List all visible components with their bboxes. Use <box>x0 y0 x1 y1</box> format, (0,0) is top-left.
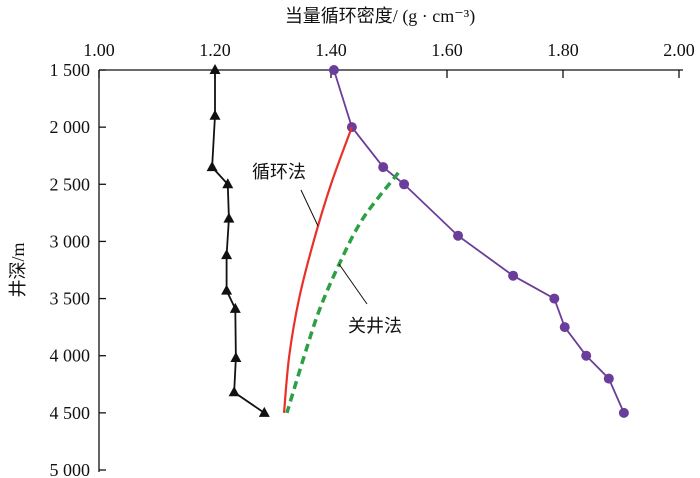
data-point <box>209 64 221 74</box>
x-tick-label: 1.20 <box>199 40 231 60</box>
series-line-2 <box>282 126 353 413</box>
data-point <box>258 406 270 417</box>
data-point <box>228 386 240 397</box>
data-point <box>221 249 233 260</box>
data-point <box>618 407 629 418</box>
y-tick-label: 1 500 <box>50 60 91 80</box>
label-shutin-method: 关井法 <box>348 316 402 336</box>
y-axis-title: 井深/m <box>8 242 28 297</box>
data-point <box>549 293 560 304</box>
x-axis-title: 当量循环密度/ (g · cm⁻³) <box>285 6 475 27</box>
data-point <box>581 350 592 361</box>
data-point <box>378 162 389 173</box>
y-tick-label: 3 500 <box>50 289 91 309</box>
data-point <box>559 322 570 333</box>
data-point <box>508 270 519 281</box>
series-line-3 <box>285 171 400 414</box>
series-line-1 <box>333 69 625 414</box>
leader-line-shutin <box>338 263 368 305</box>
y-tick-label: 3 000 <box>50 231 91 251</box>
data-point <box>223 212 235 223</box>
x-tick-label: 1.80 <box>547 40 579 60</box>
label-circulation-method: 循环法 <box>252 162 306 182</box>
x-tick-label: 1.00 <box>83 40 115 60</box>
data-point <box>222 178 234 189</box>
data-point <box>346 122 357 133</box>
data-point <box>603 373 614 384</box>
data-point <box>206 161 218 172</box>
leader-line-circulation <box>300 189 319 227</box>
x-tick-label: 1.40 <box>315 40 347 60</box>
data-point <box>229 302 241 313</box>
x-tick-label: 2.00 <box>663 40 695 60</box>
data-point <box>453 230 464 241</box>
data-point <box>209 109 221 120</box>
y-tick-label: 4 500 <box>50 403 91 423</box>
x-tick-label: 1.60 <box>431 40 463 60</box>
y-tick-label: 2 500 <box>50 174 91 194</box>
y-tick-label: 2 000 <box>50 117 91 137</box>
data-point <box>328 65 339 75</box>
data-point <box>230 352 242 362</box>
data-point <box>399 179 410 190</box>
data-point <box>221 284 233 295</box>
y-tick-label: 4 000 <box>50 346 91 366</box>
y-tick-label: 5 000 <box>50 460 91 478</box>
